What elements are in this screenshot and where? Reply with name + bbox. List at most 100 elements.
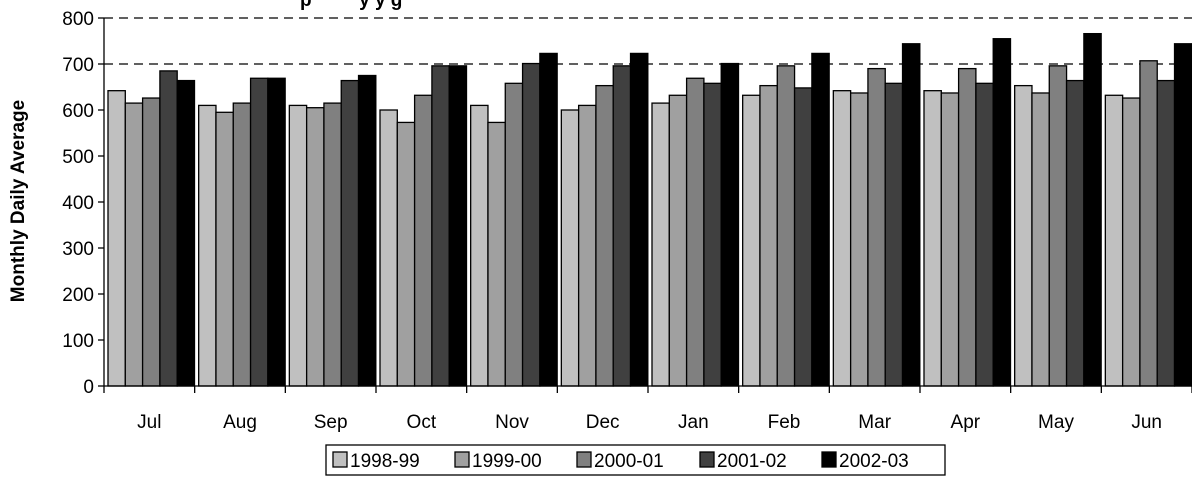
x-tick-labels: Jul Aug Sep Oct Nov Dec Jan Feb Mar Apr May Jun: [104, 386, 1192, 433]
legend-label-1999-00: 1999-00: [472, 451, 542, 472]
bar-may-2001-02: [1067, 81, 1084, 386]
bar-oct-1998-99: [380, 110, 397, 386]
bar-aug-1999-00: [216, 112, 233, 386]
x-tick-label-aug: Aug: [223, 412, 257, 433]
y-tick-label-0: 0: [83, 377, 94, 398]
bar-aug-2001-02: [251, 78, 268, 386]
bar-sep-1998-99: [289, 105, 306, 386]
bar-jan-2000-01: [687, 78, 704, 386]
bar-dec-1999-00: [579, 105, 596, 386]
x-tick-label-sep: Sep: [314, 412, 348, 433]
bar-sep-2002-03: [359, 76, 376, 387]
bar-feb-2002-03: [812, 53, 829, 386]
bar-mar-1998-99: [833, 91, 850, 386]
legend-swatch-1999-00: [455, 452, 469, 467]
bar-oct-2000-01: [415, 95, 432, 386]
bar-jun-2001-02: [1157, 81, 1174, 386]
y-axis-title: Monthly Daily Average: [8, 100, 29, 302]
legend-swatch-2002-03: [822, 452, 836, 467]
bar-group-apr: [924, 39, 1011, 386]
bar-mar-1999-00: [851, 93, 868, 386]
bar-jul-1998-99: [108, 91, 125, 386]
bar-jun-1999-00: [1123, 98, 1140, 386]
legend-swatch-2000-01: [577, 452, 591, 467]
bar-jun-2000-01: [1140, 61, 1157, 386]
bar-aug-2002-03: [268, 78, 285, 386]
bar-jan-2002-03: [721, 64, 738, 386]
bar-mar-2001-02: [885, 83, 902, 386]
legend-label-1998-99: 1998-99: [350, 451, 420, 472]
bar-jun-2002-03: [1175, 44, 1192, 386]
bar-oct-2002-03: [449, 66, 466, 386]
bar-jan-2001-02: [704, 83, 721, 386]
bar-oct-1999-00: [397, 122, 414, 386]
x-tick-label-jul: Jul: [137, 412, 161, 433]
x-tick-label-jun: Jun: [1131, 412, 1162, 433]
bar-may-2000-01: [1049, 66, 1066, 386]
bar-may-2002-03: [1084, 34, 1101, 386]
bar-jul-2002-03: [177, 81, 194, 386]
x-tick-label-jan: Jan: [678, 412, 709, 433]
bar-apr-1999-00: [941, 93, 958, 386]
bar-group-feb: [743, 53, 829, 386]
y-tick-label-200: 200: [62, 285, 94, 306]
bar-apr-2002-03: [993, 39, 1010, 386]
bar-jul-2001-02: [160, 71, 177, 386]
y-tick-label-100: 100: [62, 331, 94, 352]
bar-nov-2001-02: [523, 64, 540, 386]
legend-label-2002-03: 2002-03: [839, 451, 909, 472]
bar-may-1998-99: [1015, 86, 1032, 386]
bar-dec-1998-99: [561, 110, 578, 386]
legend-label-2000-01: 2000-01: [594, 451, 664, 472]
bar-dec-2002-03: [631, 53, 648, 386]
bar-jan-1998-99: [652, 103, 669, 386]
legend-swatch-2001-02: [700, 452, 714, 467]
bar-jun-1998-99: [1105, 95, 1122, 386]
bar-feb-2000-01: [777, 66, 794, 386]
y-tick-labels: 0 100 200 300 400 500 600 700 800: [62, 9, 104, 398]
bar-dec-2000-01: [596, 86, 613, 386]
bars: [108, 34, 1192, 386]
y-tick-label-800: 800: [62, 9, 94, 30]
x-tick-label-dec: Dec: [586, 412, 620, 433]
bar-group-aug: [199, 78, 285, 386]
bar-sep-2000-01: [324, 103, 341, 386]
bar-jul-1999-00: [125, 103, 142, 386]
bar-group-nov: [471, 53, 557, 386]
x-tick-label-nov: Nov: [495, 412, 529, 433]
chart-title-fragment: p y y g: [300, 0, 402, 11]
bar-nov-2000-01: [505, 83, 522, 386]
bar-apr-1998-99: [924, 91, 941, 386]
y-tick-label-600: 600: [62, 101, 94, 122]
bar-sep-1999-00: [307, 108, 324, 386]
bar-apr-2001-02: [976, 83, 993, 386]
bar-oct-2001-02: [432, 66, 449, 386]
bar-group-may: [1015, 34, 1102, 386]
x-tick-label-may: May: [1038, 412, 1074, 433]
bar-mar-2000-01: [868, 69, 885, 386]
bar-jan-1999-00: [669, 95, 686, 386]
legend-swatch-1998-99: [333, 452, 347, 467]
bar-feb-1998-99: [743, 95, 760, 386]
bar-nov-1999-00: [488, 122, 505, 386]
bar-group-dec: [561, 53, 648, 386]
bar-aug-2000-01: [233, 103, 250, 386]
bar-group-jun: [1105, 44, 1192, 386]
bar-group-mar: [833, 44, 920, 386]
x-tick-label-oct: Oct: [407, 412, 437, 433]
bar-dec-2001-02: [613, 66, 630, 386]
bar-group-jul: [108, 71, 195, 386]
x-tick-label-feb: Feb: [768, 412, 801, 433]
bar-group-jan: [652, 64, 739, 386]
bar-feb-2001-02: [795, 88, 812, 386]
bar-group-oct: [380, 66, 467, 386]
bar-sep-2001-02: [341, 81, 358, 386]
y-tick-label-700: 700: [62, 55, 94, 76]
bar-aug-1998-99: [199, 105, 216, 386]
x-tick-label-apr: Apr: [951, 412, 981, 433]
bar-mar-2002-03: [903, 44, 920, 386]
bar-apr-2000-01: [959, 69, 976, 386]
y-tick-label-500: 500: [62, 147, 94, 168]
bar-nov-1998-99: [471, 105, 488, 386]
